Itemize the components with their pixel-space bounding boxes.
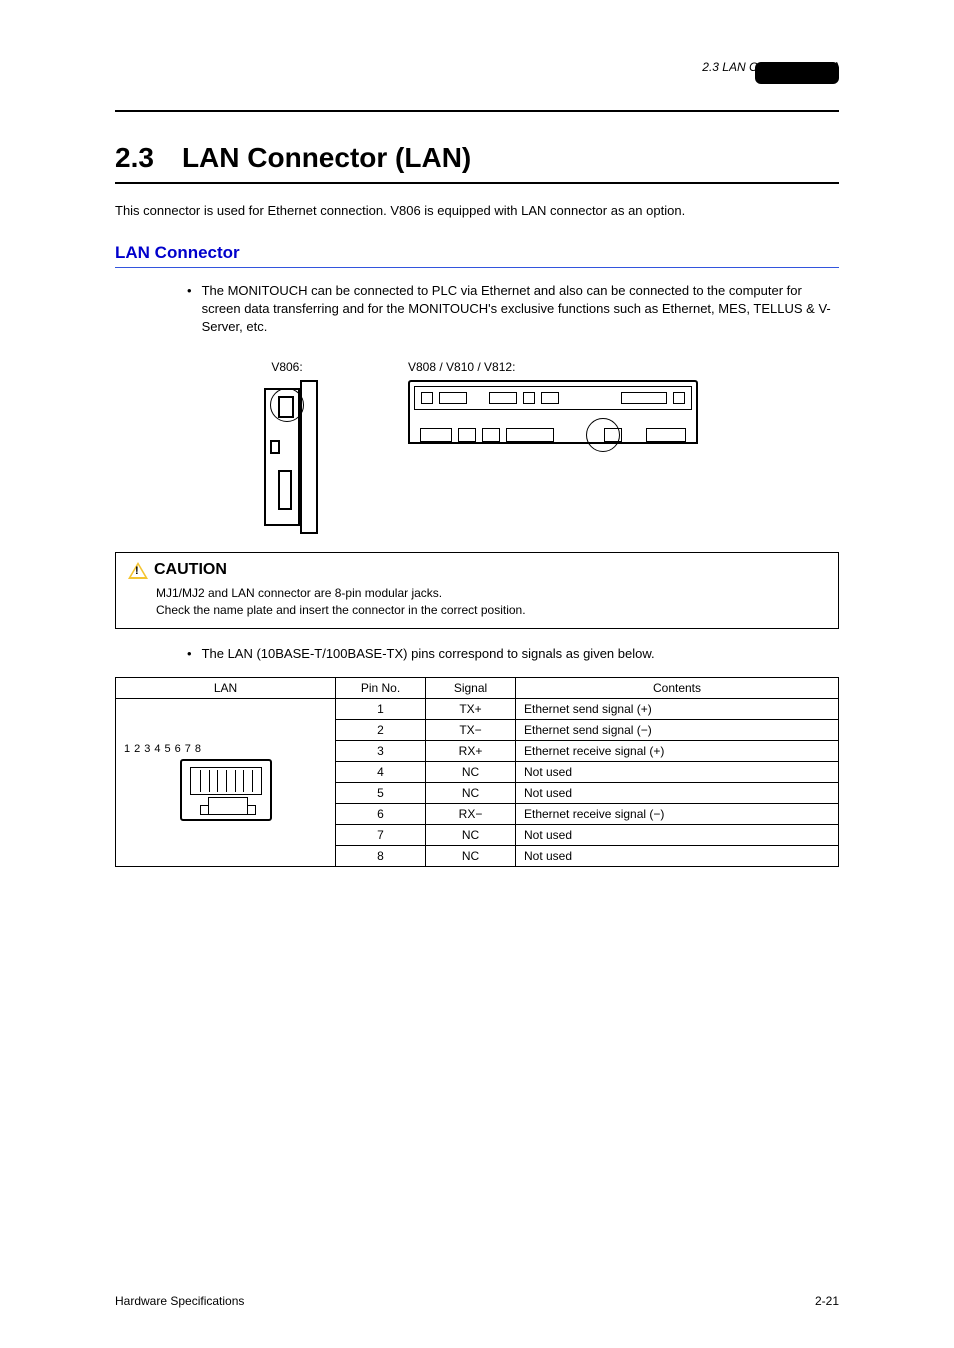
cell-contents: Ethernet receive signal (−) bbox=[516, 803, 839, 824]
bullet-item: • The MONITOUCH can be connected to PLC … bbox=[187, 282, 839, 337]
cell-pin: 8 bbox=[336, 845, 426, 866]
bullet-item: • The LAN (10BASE-T/100BASE-TX) pins cor… bbox=[187, 645, 839, 663]
cell-contents: Not used bbox=[516, 761, 839, 782]
cell-contents: Not used bbox=[516, 845, 839, 866]
cell-contents: Ethernet send signal (+) bbox=[516, 698, 839, 719]
cell-pin: 4 bbox=[336, 761, 426, 782]
cell-signal: NC bbox=[426, 761, 516, 782]
table-row: 123456781TX+Ethernet send signal (+) bbox=[116, 698, 839, 719]
cell-pin: 1 bbox=[336, 698, 426, 719]
sideview-illustration bbox=[256, 380, 318, 534]
col-pin: Pin No. bbox=[336, 677, 426, 698]
cell-pin: 2 bbox=[336, 719, 426, 740]
section-intro: This connector is used for Ethernet conn… bbox=[115, 202, 839, 221]
caution-text: MJ1/MJ2 and LAN connector are 8-pin modu… bbox=[156, 585, 826, 617]
bullet-text: The LAN (10BASE-T/100BASE-TX) pins corre… bbox=[202, 645, 839, 663]
caution-box: ! CAUTION MJ1/MJ2 and LAN connector are … bbox=[115, 552, 839, 628]
caution-title: CAUTION bbox=[154, 561, 227, 579]
cell-signal: NC bbox=[426, 782, 516, 803]
bullet-text: The MONITOUCH can be connected to PLC vi… bbox=[202, 282, 839, 337]
pin-table: LAN Pin No. Signal Contents 123456781TX+… bbox=[115, 677, 839, 867]
diagram-row: V806: V808 / V810 / V812: bbox=[115, 360, 839, 534]
bullet-dot: • bbox=[187, 645, 192, 663]
footer: Hardware Specifications 2-21 bbox=[115, 1294, 839, 1308]
bottomview-illustration bbox=[408, 380, 698, 450]
cell-signal: NC bbox=[426, 845, 516, 866]
diagram-label: V808 / V810 / V812: bbox=[408, 360, 515, 374]
page: 2.3 LAN Connector (LAN) 2.3 LAN Connecto… bbox=[0, 0, 954, 1348]
section-heading: 2.3 LAN Connector (LAN) bbox=[115, 114, 839, 174]
cell-pin: 5 bbox=[336, 782, 426, 803]
diagram-v808: V808 / V810 / V812: bbox=[408, 360, 698, 534]
cell-signal: TX− bbox=[426, 719, 516, 740]
col-contents: Contents bbox=[516, 677, 839, 698]
footer-right: 2-21 bbox=[815, 1294, 839, 1308]
col-signal: Signal bbox=[426, 677, 516, 698]
subsection-title: LAN Connector bbox=[115, 243, 839, 263]
bullet-dot: • bbox=[187, 282, 192, 337]
cell-contents: Not used bbox=[516, 782, 839, 803]
warning-icon: ! bbox=[128, 562, 148, 579]
cell-signal: RX− bbox=[426, 803, 516, 824]
section-number: 2.3 bbox=[115, 142, 154, 174]
rj45-diagram-cell: 12345678 bbox=[116, 698, 336, 866]
cell-contents: Ethernet send signal (−) bbox=[516, 719, 839, 740]
diagram-label: V806: bbox=[271, 360, 302, 374]
cell-contents: Not used bbox=[516, 824, 839, 845]
cell-contents: Ethernet receive signal (+) bbox=[516, 740, 839, 761]
cell-pin: 7 bbox=[336, 824, 426, 845]
divider bbox=[115, 182, 839, 184]
section-title: LAN Connector (LAN) bbox=[182, 142, 471, 174]
rj45-jack-icon bbox=[180, 759, 272, 821]
chapter-tab bbox=[755, 62, 839, 84]
divider bbox=[115, 267, 839, 268]
cell-signal: RX+ bbox=[426, 740, 516, 761]
cell-pin: 3 bbox=[336, 740, 426, 761]
col-lan: LAN bbox=[116, 677, 336, 698]
divider bbox=[115, 110, 839, 112]
footer-left: Hardware Specifications bbox=[115, 1294, 244, 1308]
diagram-v806: V806: bbox=[256, 360, 318, 534]
pin-numbers: 12345678 bbox=[124, 743, 327, 755]
running-head: 2.3 LAN Connector (LAN) bbox=[115, 60, 839, 74]
table-header-row: LAN Pin No. Signal Contents bbox=[116, 677, 839, 698]
cell-pin: 6 bbox=[336, 803, 426, 824]
cell-signal: NC bbox=[426, 824, 516, 845]
cell-signal: TX+ bbox=[426, 698, 516, 719]
